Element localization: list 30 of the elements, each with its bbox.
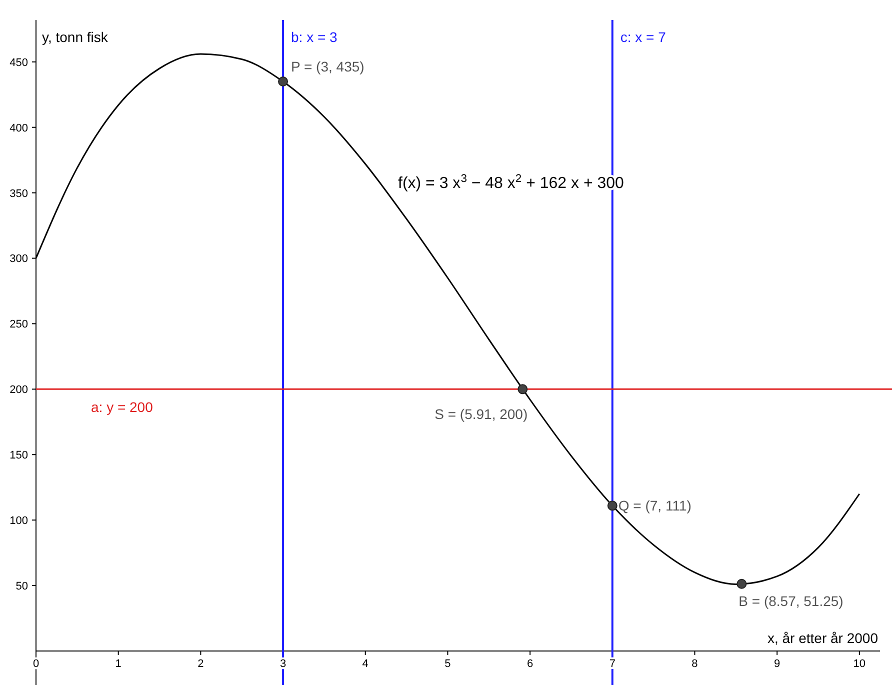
- data-label: S = (5.91, 200): [434, 406, 528, 422]
- x-tick-label: 4: [362, 658, 368, 670]
- x-tick-label: 10: [853, 658, 866, 670]
- y-tick-label: 200: [10, 384, 28, 396]
- y-tick-label: 350: [10, 188, 28, 200]
- x-tick-label: 8: [692, 658, 698, 670]
- data-label: B = (8.57, 51.25): [738, 592, 844, 609]
- y-tick-label: 250: [10, 318, 28, 331]
- point: [736, 578, 747, 589]
- ref-line-label: c: x = 7: [620, 29, 666, 45]
- point: [607, 500, 618, 511]
- point: [518, 384, 528, 394]
- ref-line-label: b: x = 3: [291, 29, 338, 45]
- x-tick-label: 6: [526, 658, 534, 670]
- y-tick-label: 450: [10, 56, 28, 69]
- x-tick-label: 9: [774, 658, 780, 670]
- y-tick-label: 400: [10, 122, 28, 134]
- data-label: Q = (7, 111): [618, 498, 692, 514]
- y-tick-label: 50: [16, 580, 28, 593]
- point: [278, 76, 288, 87]
- x-tick-label: 1: [115, 658, 122, 670]
- x-axis-title: x, år etter år 2000: [767, 630, 878, 646]
- y-tick-label: 100: [10, 515, 28, 528]
- y-tick-label: 300: [10, 253, 28, 266]
- data-label: P = (3, 435): [291, 58, 364, 75]
- y-tick-label: 150: [10, 450, 28, 462]
- y-axis-title: y, tonn fisk: [42, 29, 109, 45]
- x-tick-label: 2: [198, 658, 204, 670]
- x-tick-label: 5: [444, 658, 451, 670]
- ref-line-label: a: y = 200: [91, 399, 154, 416]
